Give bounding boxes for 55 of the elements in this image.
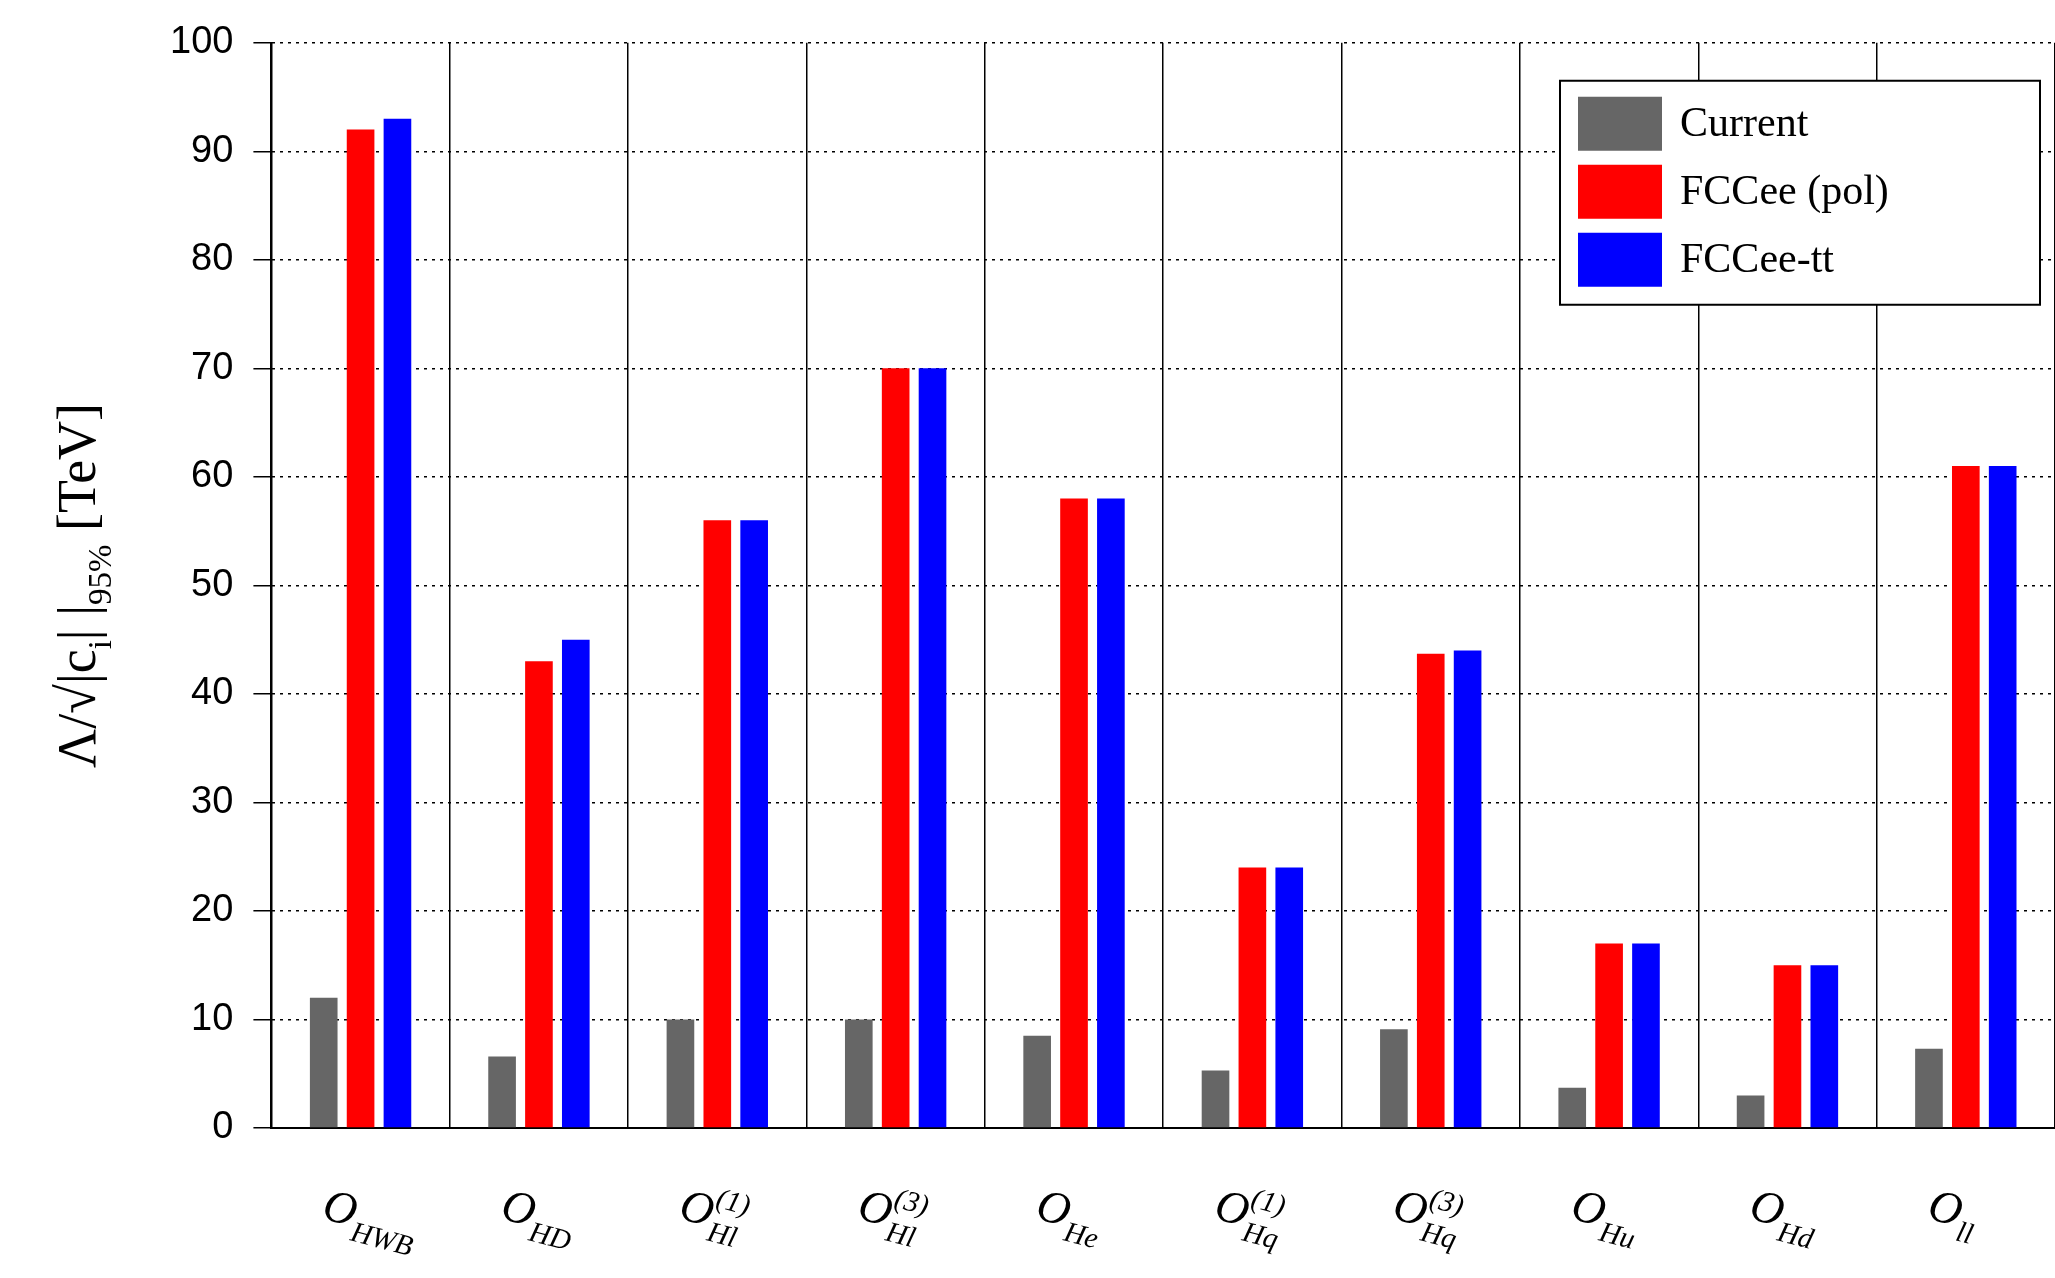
legend-label: Current [1680, 98, 1809, 145]
y-tick-label: 60 [191, 453, 234, 496]
bar [1060, 498, 1088, 1128]
bar [1416, 653, 1445, 1128]
bar [918, 368, 947, 1128]
x-tick-label: OHd [1744, 1178, 1818, 1255]
x-tick-label: OHq(1) [1209, 1178, 1290, 1255]
bar [1453, 650, 1482, 1128]
bar [1773, 965, 1802, 1128]
x-tick-label: OHu [1566, 1178, 1639, 1255]
x-tick-label: OHl(1) [674, 1178, 755, 1254]
bar [703, 520, 732, 1128]
x-tick-label: Oll [1923, 1178, 1977, 1250]
bar [844, 1019, 873, 1128]
y-tick-label: 90 [191, 127, 234, 170]
bar [1632, 943, 1660, 1128]
y-axis-title: Λ/√|ci| |95% [TeV] [47, 402, 119, 768]
bar [1380, 1029, 1408, 1128]
x-tick-label: OHl(3) [853, 1178, 933, 1254]
bar [1023, 1035, 1051, 1128]
y-tick-label: 70 [191, 344, 234, 387]
bar [1915, 1048, 1943, 1128]
bar [1201, 1070, 1230, 1128]
y-tick-label: 20 [191, 887, 234, 930]
bar [561, 639, 590, 1128]
bar [666, 1019, 695, 1128]
y-tick-label: 30 [191, 778, 234, 821]
bar [488, 1056, 516, 1128]
bar [1558, 1087, 1587, 1128]
bar [1988, 466, 2017, 1128]
bar [881, 368, 910, 1128]
bar [1097, 498, 1125, 1128]
bar [525, 661, 553, 1128]
y-tick-label: 100 [170, 19, 234, 62]
bar [1810, 965, 1839, 1128]
x-tick-label: OHq(3) [1388, 1178, 1468, 1255]
x-tick-label: OHWB [318, 1178, 417, 1262]
bar [1736, 1095, 1765, 1128]
y-tick-label: 80 [191, 236, 234, 279]
y-tick-label: 50 [191, 561, 234, 604]
x-tick-label: OHD [496, 1178, 575, 1257]
bar [1238, 867, 1267, 1128]
bar [740, 520, 768, 1128]
bar [1595, 943, 1623, 1128]
legend-label: FCCee (pol) [1680, 166, 1889, 214]
x-tick-label: OHe [1031, 1178, 1103, 1255]
bar [309, 997, 338, 1128]
y-tick-label: 40 [191, 670, 234, 713]
bar [1952, 466, 1980, 1128]
bar [383, 118, 412, 1128]
legend-label: FCCee-tt [1680, 234, 1835, 281]
y-tick-label: 0 [212, 1104, 234, 1147]
bar [346, 129, 375, 1128]
bar [1275, 867, 1304, 1128]
y-tick-label: 10 [191, 995, 234, 1038]
